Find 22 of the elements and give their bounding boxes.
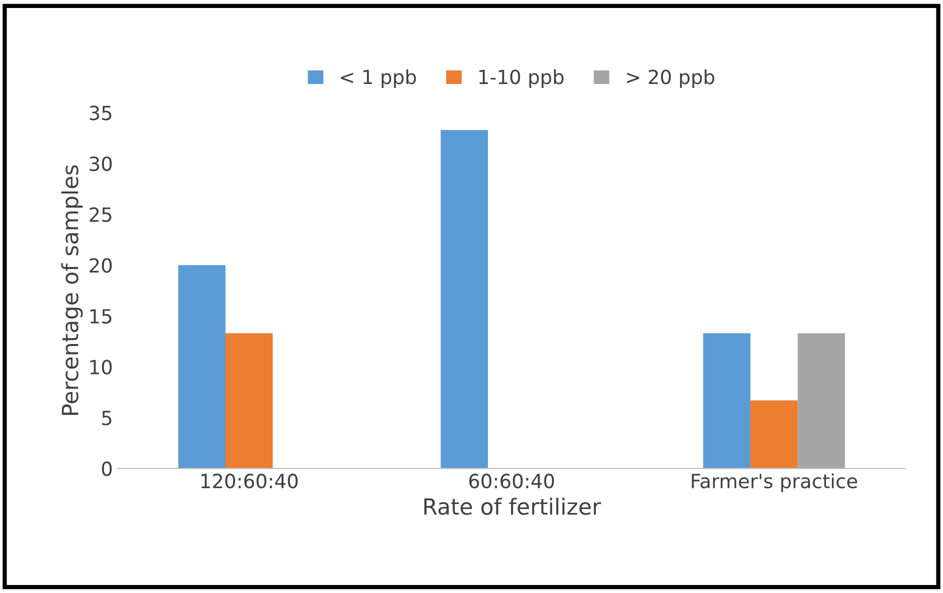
y-tick-label: 30 — [90, 156, 112, 172]
bar — [440, 130, 488, 468]
bar — [798, 333, 845, 468]
legend-label: > 20 ppb — [626, 69, 714, 88]
bar — [225, 333, 273, 468]
x-axis-title: Rate of fertilizer — [424, 498, 601, 515]
bar — [178, 265, 226, 468]
y-tick-label: 25 — [90, 207, 112, 222]
x-tick-label: Farmer's practice — [692, 473, 858, 492]
y-tick-label: 10 — [90, 360, 112, 374]
y-tick-label: 35 — [90, 106, 112, 120]
y-tick-label: 5 — [102, 410, 112, 426]
x-tick-label: 60:60:40 — [469, 474, 554, 488]
bar — [703, 333, 750, 468]
legend-label: 1-10 ppb — [479, 69, 564, 88]
bar — [750, 400, 798, 468]
x-tick-label: 120:60:40 — [201, 474, 298, 488]
legend-label: < 1 ppb — [341, 69, 416, 88]
y-axis-title: Percentage of samples — [61, 165, 83, 415]
y-tick-label: 15 — [90, 309, 112, 324]
y-tick-label: 0 — [102, 461, 112, 476]
y-tick-label: 20 — [90, 258, 112, 273]
